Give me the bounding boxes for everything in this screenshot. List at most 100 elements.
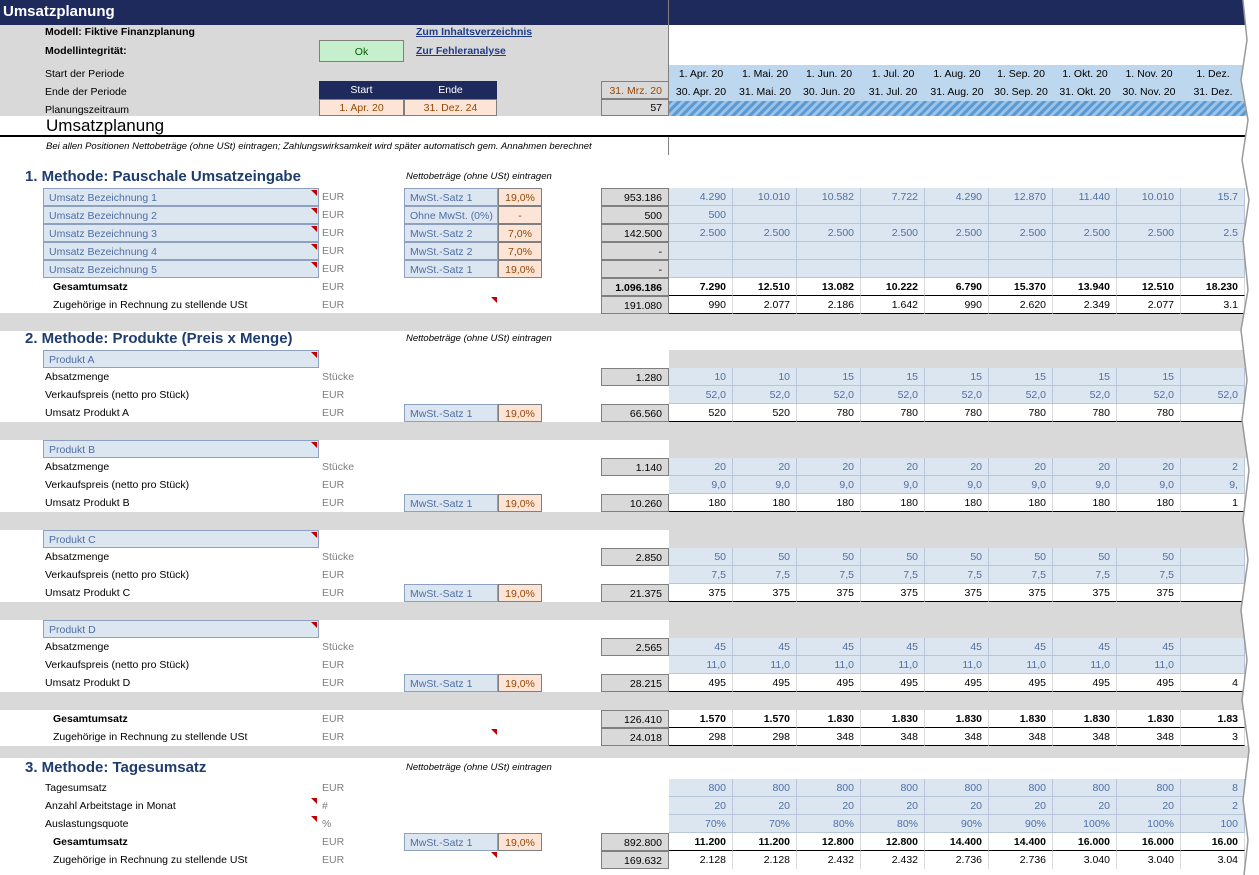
value-input-cell[interactable]: 2.500	[1117, 224, 1181, 242]
value-input-cell[interactable]: 90%	[989, 815, 1053, 833]
value-input-cell[interactable]: 70%	[669, 815, 733, 833]
value-input-cell[interactable]: 20	[1053, 797, 1117, 815]
value-input-cell[interactable]: 11,0	[797, 656, 861, 674]
value-input-cell[interactable]: 11.440	[1053, 188, 1117, 206]
vat-select[interactable]: MwSt.-Satz 1	[404, 833, 498, 851]
value-input-cell[interactable]: 52,0	[1053, 386, 1117, 404]
value-input-cell[interactable]: 9,0	[669, 476, 733, 494]
value-input-cell[interactable]: 45	[797, 638, 861, 656]
value-input-cell[interactable]: 4.290	[925, 188, 989, 206]
value-input-cell[interactable]: 2.500	[669, 224, 733, 242]
value-input-cell[interactable]: 45	[1053, 638, 1117, 656]
value-input-cell[interactable]: 45	[861, 638, 925, 656]
start-value[interactable]: 1. Apr. 20	[319, 99, 404, 116]
value-input-cell[interactable]: 9,0	[1117, 476, 1181, 494]
value-input-cell[interactable]: 45	[989, 638, 1053, 656]
value-input-cell[interactable]: 9,0	[989, 476, 1053, 494]
value-input-cell[interactable]: 15	[925, 368, 989, 386]
value-input-cell[interactable]: 20	[733, 797, 797, 815]
value-input-cell[interactable]: 7,5	[925, 566, 989, 584]
value-input-cell[interactable]	[733, 242, 797, 260]
value-input-cell[interactable]: 7,5	[797, 566, 861, 584]
value-input-cell[interactable]: 11,0	[733, 656, 797, 674]
value-input-cell[interactable]: 10	[669, 368, 733, 386]
value-input-cell[interactable]	[669, 242, 733, 260]
value-input-cell[interactable]: 52,0	[797, 386, 861, 404]
toc-link[interactable]: Zum Inhaltsverzeichnis	[416, 26, 533, 38]
value-input-cell[interactable]: 12.870	[989, 188, 1053, 206]
value-input-cell[interactable]: 52,0	[733, 386, 797, 404]
value-input-cell[interactable]: 15	[989, 368, 1053, 386]
value-input-cell[interactable]: 50	[989, 548, 1053, 566]
value-input-cell[interactable]	[925, 260, 989, 278]
value-input-cell[interactable]: 10.010	[733, 188, 797, 206]
value-input-cell[interactable]: 800	[797, 779, 861, 797]
value-input-cell[interactable]: 10	[733, 368, 797, 386]
value-input-cell[interactable]: 4.290	[669, 188, 733, 206]
value-input-cell[interactable]: 7,5	[669, 566, 733, 584]
value-input-cell[interactable]: 50	[797, 548, 861, 566]
value-input-cell[interactable]: 50	[669, 548, 733, 566]
vat-select[interactable]: Ohne MwSt. (0%)	[404, 206, 498, 224]
value-input-cell[interactable]: 800	[733, 779, 797, 797]
value-input-cell[interactable]	[1117, 242, 1181, 260]
value-input-cell[interactable]	[797, 242, 861, 260]
value-input-cell[interactable]: 7,5	[989, 566, 1053, 584]
value-input-cell[interactable]: 52,0	[925, 386, 989, 404]
value-input-cell[interactable]	[1181, 260, 1245, 278]
value-input-cell[interactable]	[1117, 260, 1181, 278]
value-input-cell[interactable]: 15.7	[1181, 188, 1245, 206]
value-input-cell[interactable]: 10.010	[1117, 188, 1181, 206]
value-input-cell[interactable]: 15	[1117, 368, 1181, 386]
value-input-cell[interactable]: 11,0	[861, 656, 925, 674]
name-input[interactable]: Produkt A	[43, 350, 319, 368]
value-input-cell[interactable]: 11,0	[669, 656, 733, 674]
value-input-cell[interactable]	[989, 206, 1053, 224]
value-input-cell[interactable]: 70%	[733, 815, 797, 833]
value-input-cell[interactable]	[861, 260, 925, 278]
value-input-cell[interactable]: 20	[1053, 458, 1117, 476]
vat-select[interactable]: MwSt.-Satz 1	[404, 404, 498, 422]
value-input-cell[interactable]: 80%	[861, 815, 925, 833]
value-input-cell[interactable]: 800	[669, 779, 733, 797]
vat-select[interactable]: MwSt.-Satz 2	[404, 242, 498, 260]
value-input-cell[interactable]: 20	[669, 458, 733, 476]
value-input-cell[interactable]	[1053, 260, 1117, 278]
value-input-cell[interactable]: 11,0	[989, 656, 1053, 674]
name-input[interactable]: Umsatz Bezeichnung 4	[43, 242, 319, 260]
value-input-cell[interactable]	[1181, 656, 1245, 674]
vat-select[interactable]: MwSt.-Satz 1	[404, 260, 498, 278]
value-input-cell[interactable]	[1117, 206, 1181, 224]
value-input-cell[interactable]: 7.722	[861, 188, 925, 206]
value-input-cell[interactable]: 90%	[925, 815, 989, 833]
vat-select[interactable]: MwSt.-Satz 1	[404, 188, 498, 206]
value-input-cell[interactable]: 9,0	[1053, 476, 1117, 494]
value-input-cell[interactable]: 500	[669, 206, 733, 224]
value-input-cell[interactable]: 15	[861, 368, 925, 386]
value-input-cell[interactable]: 20	[925, 458, 989, 476]
value-input-cell[interactable]: 9,0	[797, 476, 861, 494]
value-input-cell[interactable]: 52,0	[1181, 386, 1245, 404]
name-input[interactable]: Umsatz Bezeichnung 1	[43, 188, 319, 206]
value-input-cell[interactable]: 11,0	[925, 656, 989, 674]
name-input[interactable]: Umsatz Bezeichnung 3	[43, 224, 319, 242]
value-input-cell[interactable]: 800	[989, 779, 1053, 797]
value-input-cell[interactable]	[925, 206, 989, 224]
value-input-cell[interactable]	[669, 260, 733, 278]
value-input-cell[interactable]: 100%	[1053, 815, 1117, 833]
vat-select[interactable]: MwSt.-Satz 1	[404, 494, 498, 512]
value-input-cell[interactable]	[1181, 368, 1245, 386]
value-input-cell[interactable]: 2.500	[733, 224, 797, 242]
value-input-cell[interactable]: 2	[1181, 458, 1245, 476]
value-input-cell[interactable]	[1181, 206, 1245, 224]
value-input-cell[interactable]: 100	[1181, 815, 1245, 833]
value-input-cell[interactable]: 800	[925, 779, 989, 797]
value-input-cell[interactable]	[861, 206, 925, 224]
value-input-cell[interactable]: 7,5	[733, 566, 797, 584]
value-input-cell[interactable]: 52,0	[1117, 386, 1181, 404]
value-input-cell[interactable]: 2.500	[925, 224, 989, 242]
value-input-cell[interactable]: 7,5	[1117, 566, 1181, 584]
value-input-cell[interactable]: 9,	[1181, 476, 1245, 494]
value-input-cell[interactable]: 15	[1053, 368, 1117, 386]
end-value[interactable]: 31. Dez. 24	[404, 99, 497, 116]
